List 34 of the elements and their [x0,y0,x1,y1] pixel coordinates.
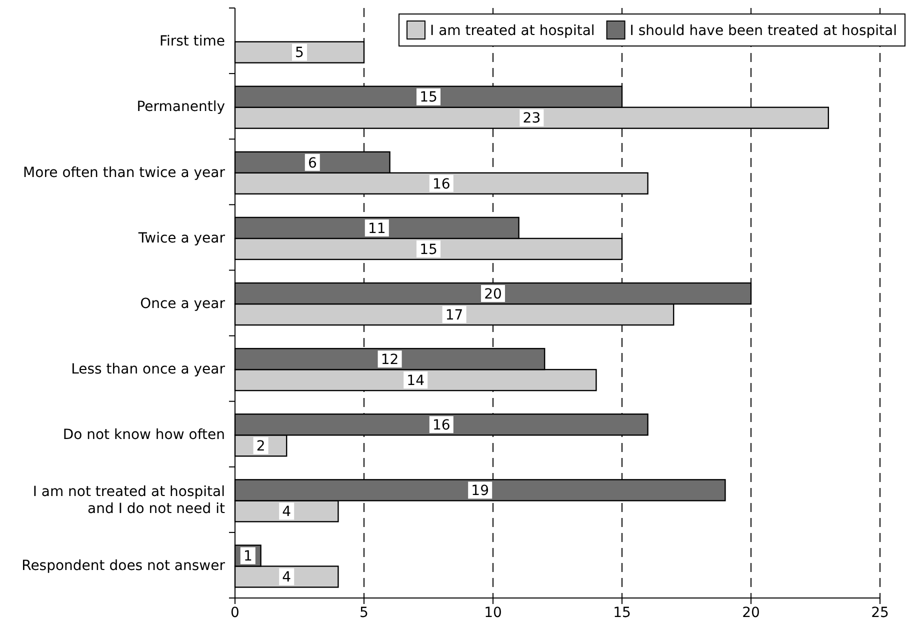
data-label: 17 [445,307,464,324]
y-tick-label: Once a year [140,296,226,312]
x-tick-label: 25 [871,604,889,621]
data-label: 1 [243,548,252,565]
y-tick-label: First time [159,34,225,50]
y-tick-label: Less than once a year [71,361,226,378]
y-tick-label: Permanently [136,99,225,116]
x-tick-label: 15 [613,604,631,621]
y-tick-label: Do not know how often [62,427,225,444]
data-label: 16 [432,418,450,434]
data-label: 16 [432,176,450,192]
data-label: 19 [471,483,490,500]
data-label: 12 [380,352,399,368]
data-label: 23 [522,110,541,127]
data-label: 15 [420,242,438,258]
data-label: 20 [484,286,502,302]
data-label: 4 [282,504,292,520]
data-label: 5 [295,45,304,62]
data-label: 15 [420,90,438,106]
legend-label: I should have been treated at hospital [630,22,897,39]
legend-label: I am treated at hospital [430,22,595,39]
data-label: 4 [282,570,292,586]
x-tick-label: 20 [742,604,760,621]
data-label: 14 [406,372,425,389]
x-tick-label: 5 [360,604,368,621]
data-label: 6 [308,155,317,172]
y-tick-label: More often than twice a year [23,164,226,181]
y-tick-label: Twice a year [137,230,226,246]
y-tick-label: I am not treated at hospital and I do not need it [32,484,226,518]
data-label: 11 [368,220,386,237]
y-tick-label: Respondent does not answer [22,558,226,574]
x-tick-label: 0 [230,604,240,621]
x-tick-label: 10 [484,604,502,621]
data-label: 2 [256,438,266,455]
